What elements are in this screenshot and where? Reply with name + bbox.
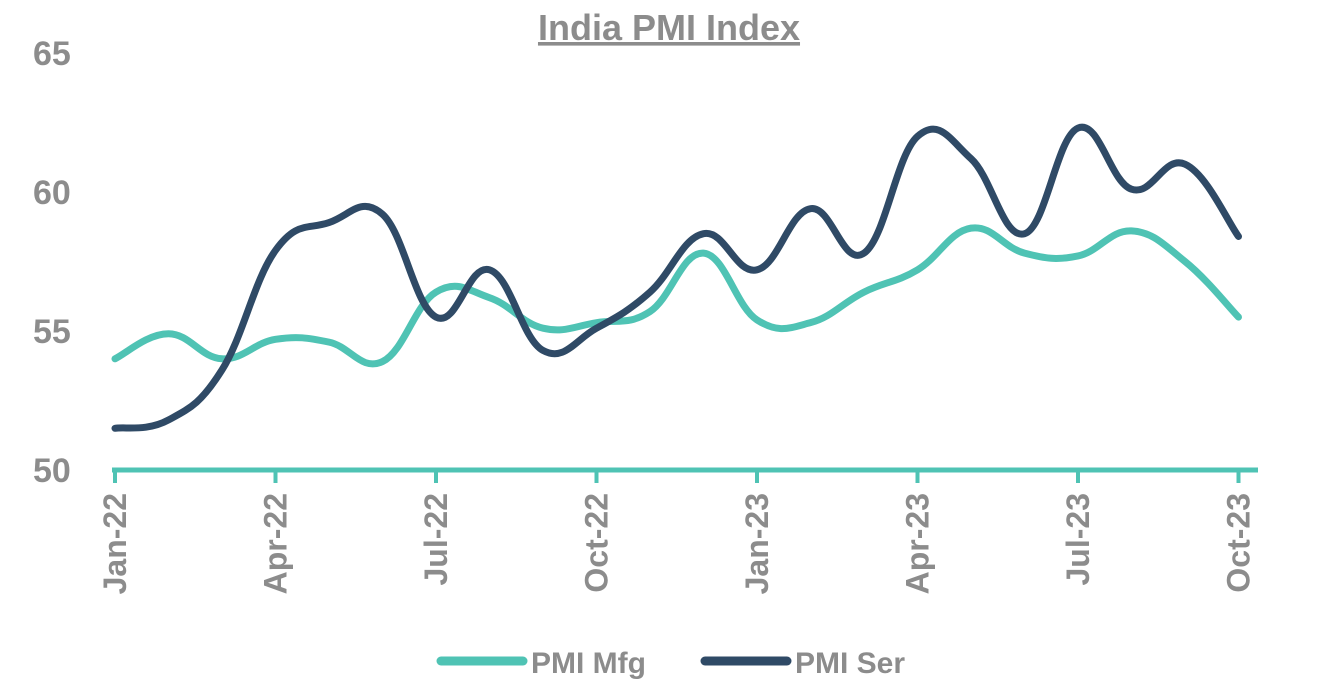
legend-label-pmi-mfg: PMI Mfg xyxy=(531,647,646,680)
legend: PMI Mfg PMI Ser xyxy=(436,647,905,680)
chart-title: India PMI Index xyxy=(538,7,800,48)
x-tick-label: Oct-22 xyxy=(579,493,615,593)
y-tick-label: 65 xyxy=(33,35,71,73)
x-tick-label: Jan-22 xyxy=(97,493,133,594)
x-tick-label: Jul-22 xyxy=(418,493,454,585)
x-tick-label: Oct-23 xyxy=(1221,493,1257,593)
x-tick-label: Jan-23 xyxy=(739,493,775,594)
series-lines xyxy=(111,123,1242,432)
series-line-pmi-mfg xyxy=(111,224,1242,368)
x-tick-label: Apr-23 xyxy=(900,493,936,594)
y-tick-label: 55 xyxy=(33,313,71,351)
y-tick-label: 50 xyxy=(33,452,71,490)
x-tick-label: Apr-22 xyxy=(258,493,294,594)
legend-label-pmi-ser: PMI Ser xyxy=(795,647,905,680)
series-line-pmi-ser xyxy=(111,123,1242,432)
y-tick-label: 60 xyxy=(33,174,71,212)
x-tick-label: Jul-23 xyxy=(1060,493,1096,585)
y-axis-ticks: 50 55 60 65 xyxy=(33,35,71,490)
x-axis: Jan-22 Apr-22 Jul-22 Oct-22 Jan-23 Apr-23 Jul-… xyxy=(97,467,1258,594)
